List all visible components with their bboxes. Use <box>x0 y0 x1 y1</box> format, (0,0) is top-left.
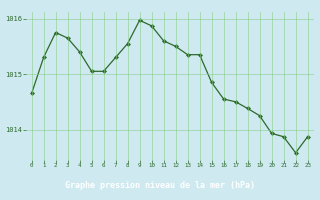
Text: Graphe pression niveau de la mer (hPa): Graphe pression niveau de la mer (hPa) <box>65 182 255 190</box>
